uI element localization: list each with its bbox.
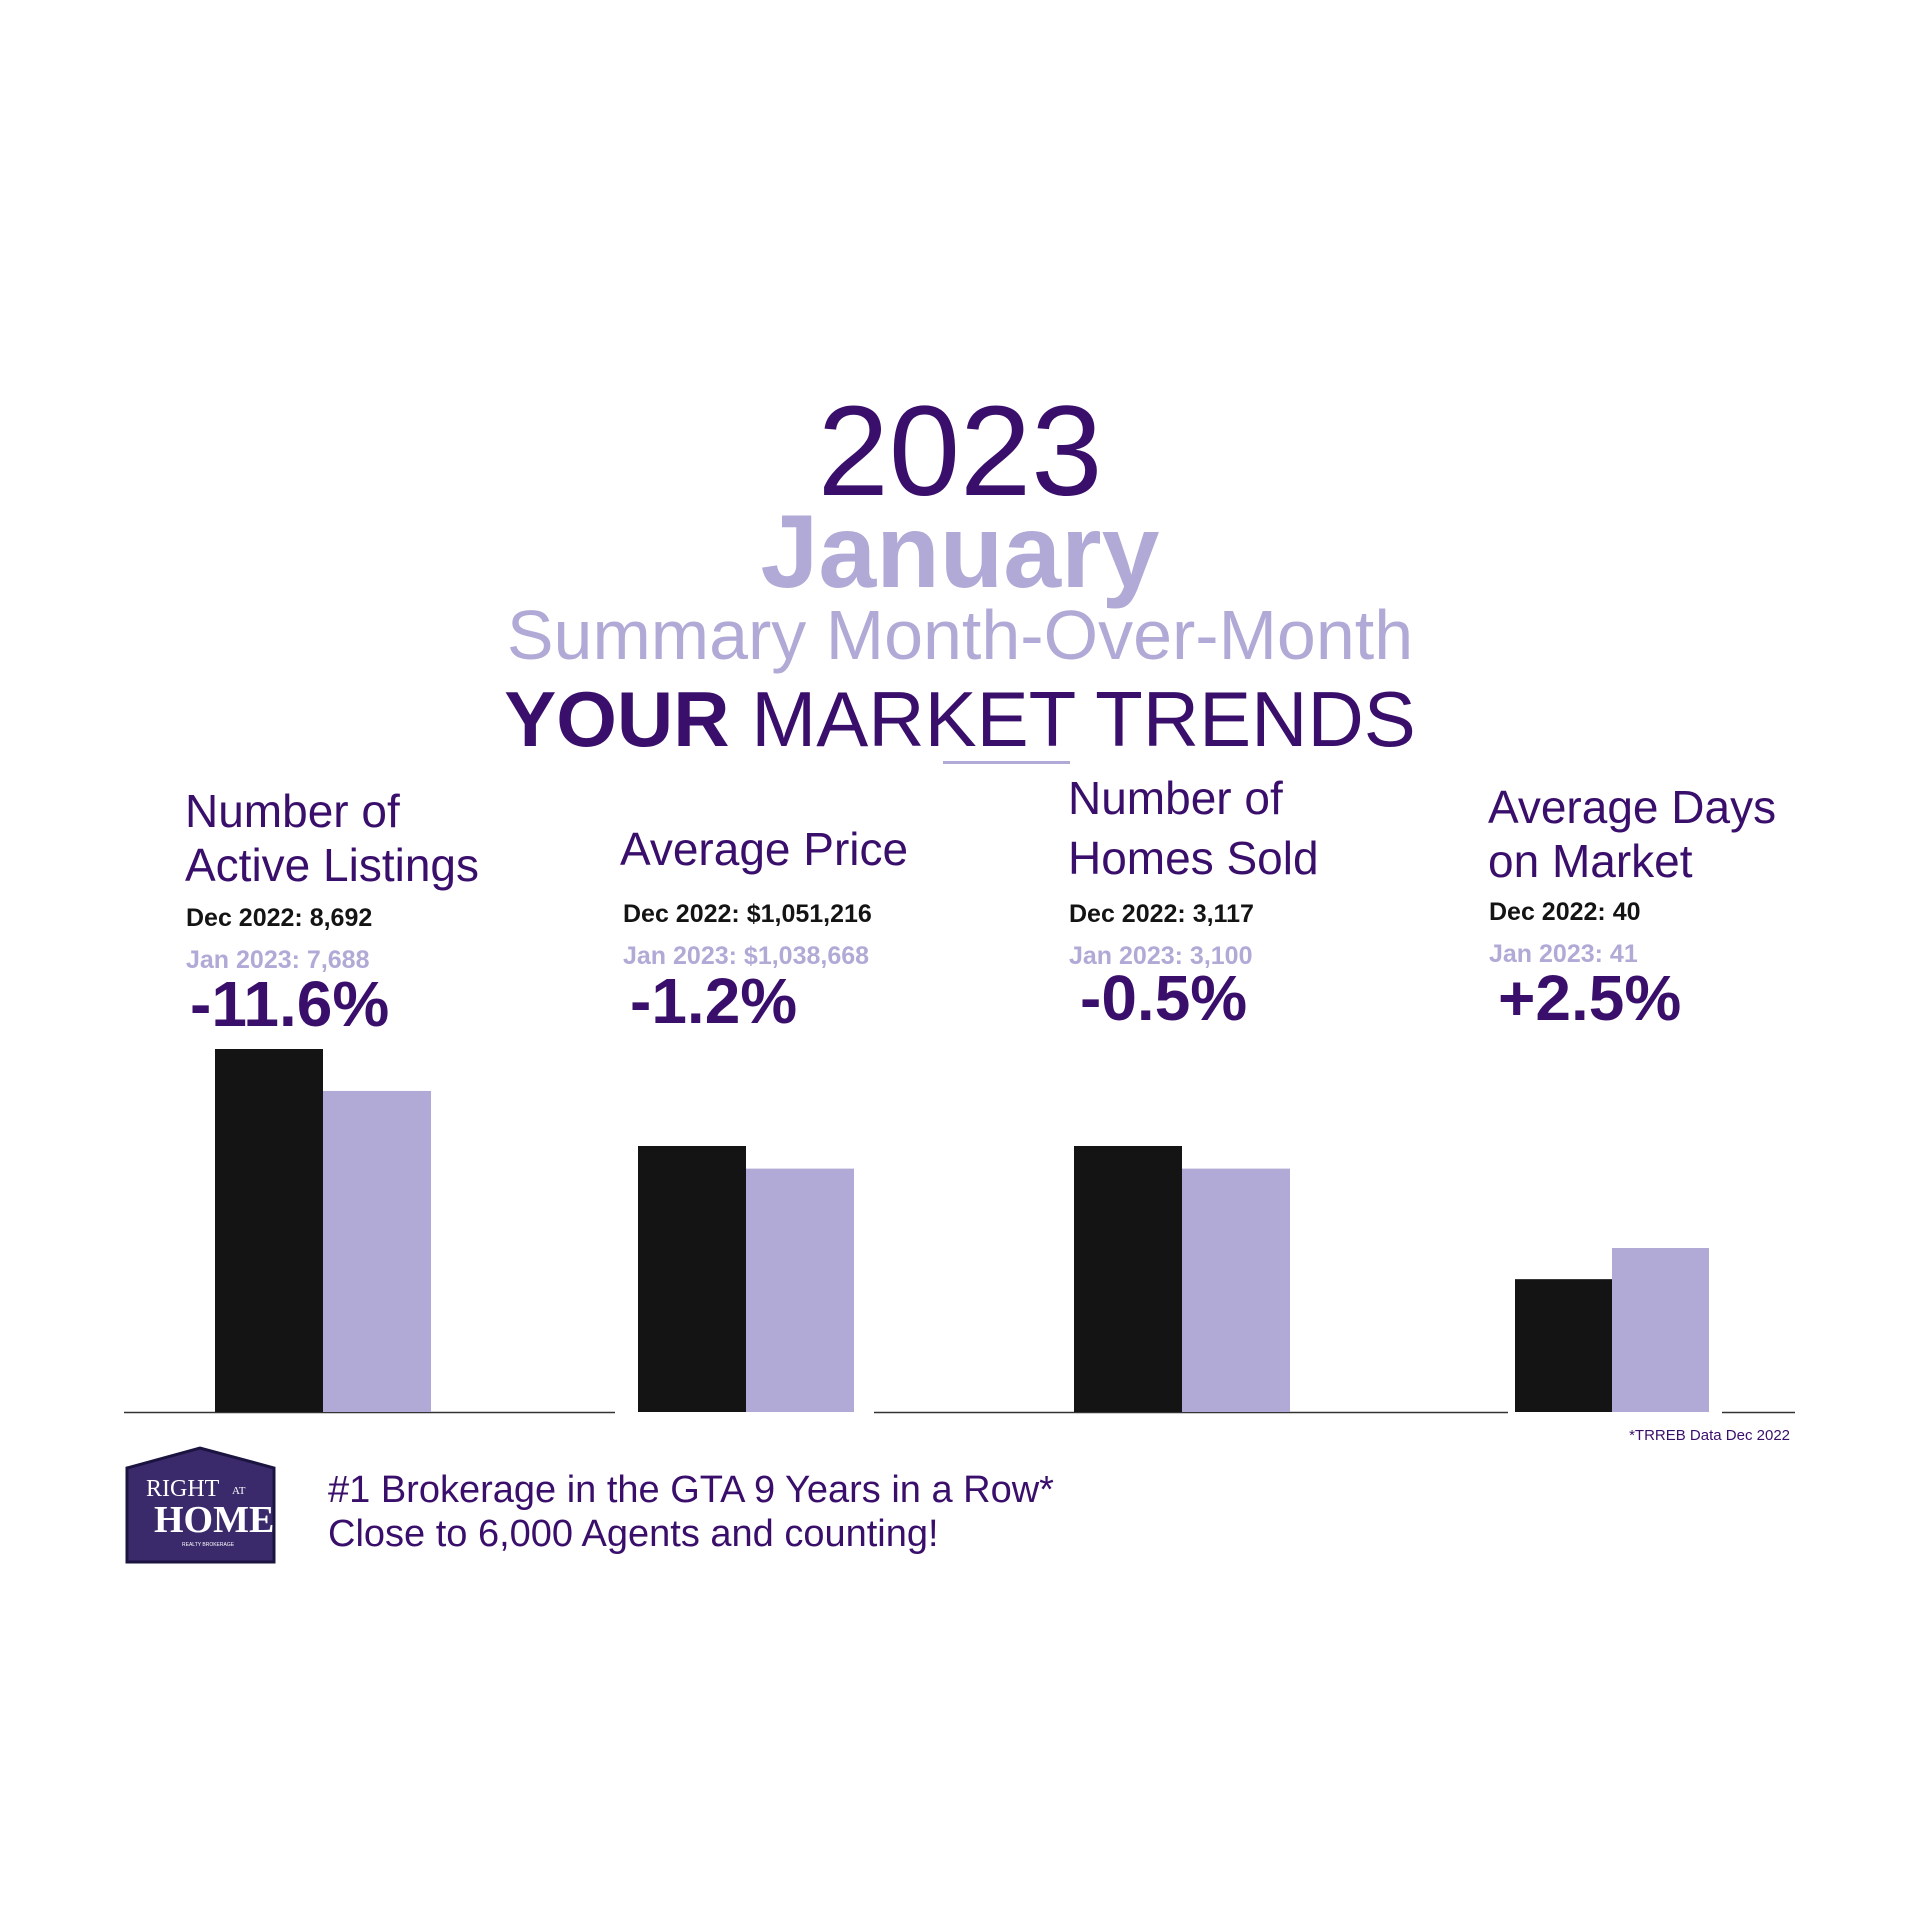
bar-jan-2023: [323, 1090, 431, 1412]
tagline-line1: #1 Brokerage in the GTA 9 Years in a Row…: [328, 1469, 1054, 1511]
current-value-label: Jan 2023: $1,038,668: [623, 942, 870, 970]
metric-title-line1: Average Price: [620, 823, 909, 875]
metric-title-active-listings: Number of Active Listings: [185, 784, 479, 892]
tagline: #1 Brokerage in the GTA 9 Years in a Row…: [328, 1468, 1054, 1556]
logo-line2: HOME: [154, 1499, 274, 1541]
metric-title-line1: Number of: [185, 785, 400, 837]
month-heading: January: [760, 494, 1160, 610]
logo-line1: RIGHT: [146, 1476, 220, 1502]
logo-line1-small: AT: [232, 1485, 246, 1497]
prev-value-label: Dec 2022: 8,692: [186, 904, 373, 932]
metric-title-line2: on Market: [1488, 835, 1693, 887]
prev-value-label: Dec 2022: 3,117: [1069, 900, 1254, 928]
change-percent: -11.6%: [190, 968, 390, 1040]
summary-subtitle: Summary Month-Over-Month: [506, 596, 1414, 674]
trends-rest: MARKET TRENDS: [729, 675, 1416, 763]
current-value-label: Jan 2023: 3,100: [1069, 942, 1253, 970]
metric-title-line1: Average Days: [1488, 781, 1777, 833]
source-note: *TRREB Data Dec 2022: [1629, 1427, 1790, 1444]
change-percent: +2.5%: [1498, 962, 1682, 1034]
market-trends-heading: YOUR MARKET TRENDS: [0, 680, 1920, 758]
current-value-label: Jan 2023: 41: [1489, 940, 1638, 968]
bar-jan-2023: [746, 1168, 854, 1412]
prev-value-label: Dec 2022: 40: [1489, 898, 1641, 926]
metric-title-line1: Number of: [1068, 772, 1283, 824]
bar-dec-2022: [1515, 1279, 1612, 1412]
year-heading: 2023: [817, 380, 1103, 523]
bar-dec-2022: [215, 1049, 323, 1412]
logo-line3: REALTY BROKERAGE: [182, 1542, 235, 1548]
bar-dec-2022: [638, 1146, 746, 1412]
bar-jan-2023: [1612, 1248, 1709, 1412]
right-at-home-logo: RIGHT AT HOME REALTY BROKERAGE: [125, 1446, 276, 1564]
trends-bold: YOUR: [504, 675, 730, 763]
title-underline: [943, 761, 1070, 764]
bar-dec-2022: [1074, 1146, 1182, 1412]
metric-title-line2: Active Listings: [185, 839, 480, 891]
metric-title-homes-sold: Number of Homes Sold: [1068, 768, 1319, 888]
current-value-label: Jan 2023: 7,688: [186, 946, 370, 974]
change-percent: -0.5%: [1080, 962, 1248, 1034]
bar-jan-2023: [1182, 1168, 1290, 1412]
prev-value-label: Dec 2022: $1,051,216: [623, 900, 872, 928]
tagline-line2: Close to 6,000 Agents and counting!: [328, 1513, 939, 1555]
change-percent: -1.2%: [630, 965, 798, 1037]
metric-title-average-price: Average Price: [620, 822, 908, 876]
metric-title-days-on-market: Average Days on Market: [1488, 780, 1776, 888]
metric-title-line2: Homes Sold: [1068, 832, 1319, 884]
